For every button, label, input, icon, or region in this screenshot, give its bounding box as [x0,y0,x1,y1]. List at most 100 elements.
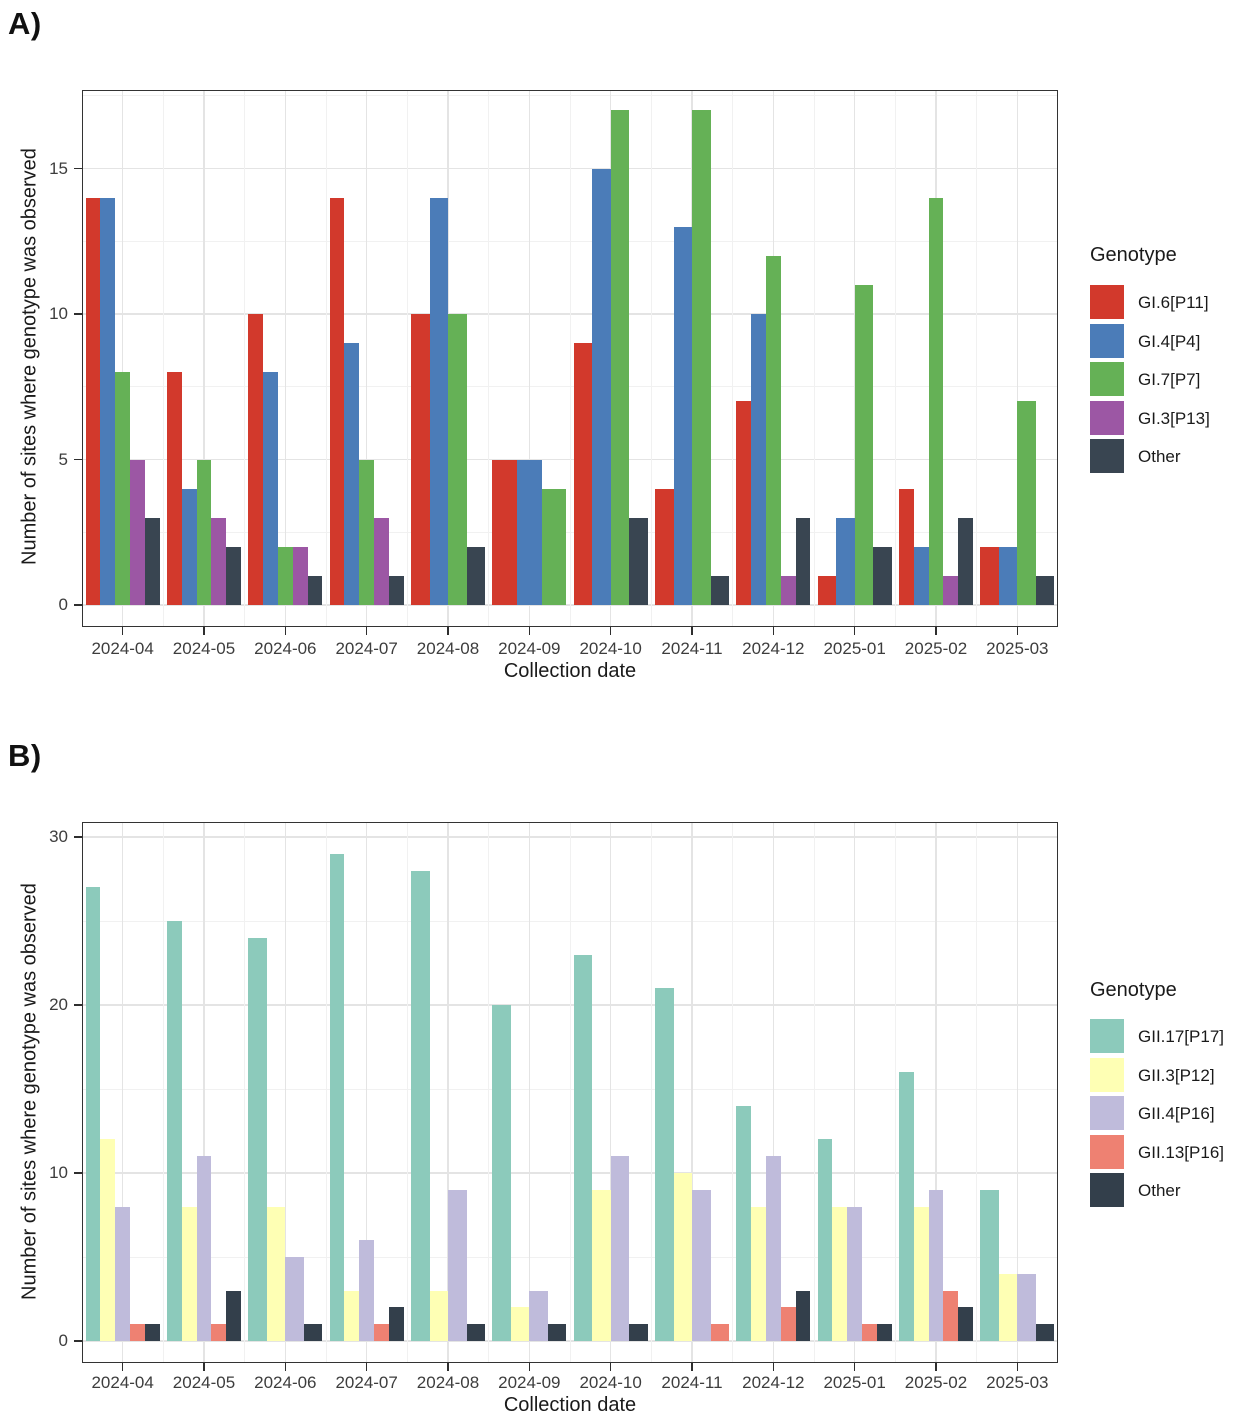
bar [592,168,611,605]
bar [263,372,278,605]
bar [167,921,182,1341]
legend-swatch [1090,400,1124,435]
bar [876,1324,892,1341]
y-tick-label: 15 [49,158,68,178]
x-tick-mark [691,627,693,635]
legend-swatch [1090,1173,1124,1207]
bar [573,954,593,1341]
gridline [610,822,612,1363]
bar [429,197,448,605]
bar [832,1206,848,1341]
bar [144,517,160,605]
gridline [284,822,286,1363]
y-tick-mark [74,1340,82,1342]
x-tick-mark [1016,627,1019,635]
bar [928,1189,944,1341]
bar [374,1324,389,1341]
bar [226,1290,241,1341]
bar [115,372,131,605]
x-tick-mark [284,627,287,635]
bar [130,459,145,605]
gridline [935,822,937,1363]
bar [998,546,1018,605]
bar [492,459,517,605]
x-tick-mark [609,627,612,635]
bar [629,1324,648,1341]
bar [980,546,999,605]
bar [629,517,648,605]
bar [374,517,389,605]
y-tick-label: 0 [58,595,68,614]
gridline [447,822,449,1363]
bar [980,1189,999,1341]
bar [448,1189,467,1341]
bar [226,546,241,605]
gridline [406,822,408,1363]
bar [429,1290,448,1341]
bar [958,1307,973,1341]
bar [913,1206,929,1341]
bar [466,1324,485,1341]
bar [448,314,467,605]
x-tick-mark [284,1363,287,1371]
bar [85,887,101,1341]
bar [736,401,752,605]
x-tick-label: 2024-04 [91,639,154,658]
plot-panel-border [82,822,1058,1363]
bar [329,197,345,605]
bar [817,575,837,605]
bar [1017,401,1036,605]
bar [292,546,308,605]
bar [692,110,711,605]
gridline [1016,822,1018,1363]
x-tick-mark [772,627,775,635]
bar [692,1189,711,1341]
bar [710,1324,729,1341]
gridline [244,822,246,1363]
gridline [854,822,856,1363]
gridline [203,822,205,1363]
bar [958,517,973,605]
x-tick-label: 2024-05 [172,639,236,658]
bar [573,343,593,605]
bar [765,1156,781,1341]
bar [100,1139,116,1341]
x-tick-label: 2025-02 [904,639,968,658]
bar [517,459,542,605]
gridline [569,822,571,1363]
gridline [406,90,408,627]
bar [344,343,360,605]
bar [359,459,375,605]
legend-label: GII.13[P16] [1138,1142,1224,1162]
x-tick-mark [609,1363,612,1371]
x-tick-label: 2024-06 [254,1373,317,1392]
bar [943,575,959,605]
legend-label: GII.4[P16] [1138,1104,1215,1123]
bar [765,255,781,605]
bar [836,517,855,605]
bar [817,1139,833,1341]
bar [388,575,404,605]
legend-swatch [1090,1134,1124,1169]
bar [751,1206,766,1341]
bar [130,1324,145,1341]
gridline [772,822,774,1363]
panel-a-label: A) [8,6,42,41]
y-tick-label: 10 [49,1163,68,1182]
legend-swatch [1090,285,1124,319]
chart-a-legend-title: Genotype [1090,244,1177,266]
gridline [488,822,490,1363]
legend-label: GI.6[P11] [1138,293,1209,312]
x-tick-mark [447,627,449,635]
gridline [1016,90,1018,627]
x-tick-mark [853,627,856,635]
bar [248,314,264,605]
x-tick-label: 2024-09 [498,639,561,658]
legend-label: GI.7[P7] [1138,370,1201,389]
bar [943,1290,959,1341]
legend-swatch [1090,1019,1124,1053]
gridline [894,90,896,627]
gridline [528,822,530,1363]
gridline [325,90,327,627]
